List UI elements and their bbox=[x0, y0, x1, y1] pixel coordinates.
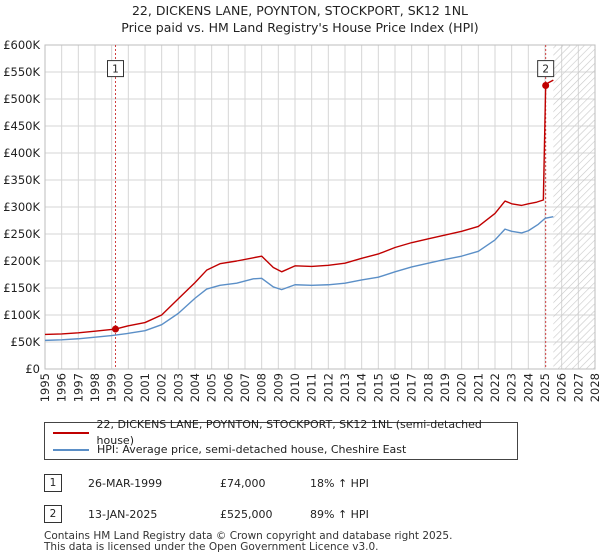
x-tick-label: 2003 bbox=[171, 373, 185, 402]
y-tick-label: £550K bbox=[3, 65, 40, 79]
y-tick-label: £200K bbox=[3, 254, 40, 268]
transaction-number: 1 bbox=[44, 474, 62, 492]
y-tick-label: £0 bbox=[25, 362, 40, 376]
x-tick-label: 2025 bbox=[538, 373, 552, 402]
annotation-box bbox=[107, 60, 124, 78]
x-tick-label: 2018 bbox=[421, 373, 435, 402]
sale-point bbox=[542, 82, 550, 89]
footer-licence: This data is licensed under the Open Gov… bbox=[44, 541, 379, 553]
transaction-price: £525,000 bbox=[220, 508, 273, 521]
x-tick-label: 2019 bbox=[438, 373, 452, 402]
x-tick-label: 2017 bbox=[405, 373, 419, 402]
series-line-hpi bbox=[44, 216, 554, 342]
x-tick-label: 2022 bbox=[488, 373, 502, 402]
x-tick-label: 2000 bbox=[121, 373, 135, 402]
x-tick-label: 2013 bbox=[338, 373, 352, 402]
series-line-property bbox=[44, 79, 554, 336]
x-tick-label: 2016 bbox=[388, 373, 402, 402]
x-tick-label: 2007 bbox=[238, 373, 252, 402]
x-tick-label: 2015 bbox=[371, 373, 385, 402]
x-tick-label: 2008 bbox=[255, 373, 269, 402]
x-tick-label: 2001 bbox=[138, 373, 152, 402]
y-tick-label: £350K bbox=[3, 173, 40, 187]
legend-swatch-hpi bbox=[53, 449, 89, 451]
x-tick-label: 2010 bbox=[288, 373, 302, 402]
x-tick-label: 1999 bbox=[105, 373, 119, 402]
transaction-date: 26-MAR-1999 bbox=[88, 477, 163, 490]
y-tick-label: £100K bbox=[3, 308, 40, 322]
x-tick-label: 2012 bbox=[321, 373, 335, 402]
annotation-label: 1 bbox=[112, 64, 119, 76]
x-tick-label: 2021 bbox=[471, 373, 485, 402]
chart-title: 22, DICKENS LANE, POYNTON, STOCKPORT, SK… bbox=[131, 3, 469, 18]
x-tick-label: 2006 bbox=[221, 373, 235, 402]
footer-copyright: Contains HM Land Registry data © Crown c… bbox=[44, 530, 453, 542]
legend-item-hpi: HPI: Average price, semi-detached house,… bbox=[53, 442, 406, 458]
x-tick-label: 2014 bbox=[355, 373, 369, 402]
transaction-hpi: 18% ↑ HPI bbox=[310, 477, 369, 490]
sale-points bbox=[112, 82, 550, 333]
x-tick-label: 1996 bbox=[55, 373, 69, 402]
legend-item-property: 22, DICKENS LANE, POYNTON, STOCKPORT, SK… bbox=[53, 418, 517, 447]
transaction-date: 13-JAN-2025 bbox=[88, 508, 158, 521]
y-tick-label: £300K bbox=[3, 200, 40, 214]
transaction-row: 2 13-JAN-2025 £525,000 89% ↑ HPI bbox=[44, 505, 444, 525]
x-tick-label: 2023 bbox=[505, 373, 519, 402]
x-tick-label: 2002 bbox=[155, 373, 169, 402]
series-lines bbox=[44, 79, 554, 342]
y-tick-label: £400K bbox=[3, 146, 40, 160]
legend: 22, DICKENS LANE, POYNTON, STOCKPORT, SK… bbox=[44, 418, 518, 460]
x-tick-label: 2009 bbox=[271, 373, 285, 402]
x-tick-label: 2005 bbox=[205, 373, 219, 402]
transaction-hpi: 89% ↑ HPI bbox=[310, 508, 369, 521]
x-tick-label: 1995 bbox=[38, 373, 52, 402]
chart-subtitle: Price paid vs. HM Land Registry's House … bbox=[121, 20, 479, 35]
transaction-price: £74,000 bbox=[220, 477, 266, 490]
y-tick-label: £250K bbox=[3, 227, 40, 241]
annotation-box bbox=[537, 60, 555, 78]
x-tick-label: 2020 bbox=[455, 373, 469, 402]
y-tick-label: £450K bbox=[3, 119, 40, 133]
transaction-row: 1 26-MAR-1999 £74,000 18% ↑ HPI bbox=[44, 474, 444, 494]
y-tick-label: £500K bbox=[3, 92, 40, 106]
legend-label-hpi: HPI: Average price, semi-detached house,… bbox=[97, 443, 407, 456]
x-tick-label: 2024 bbox=[521, 373, 535, 402]
x-tick-labels: 1995 1996 1997 1998 1999 2000 2001 2002 2003 2004… bbox=[38, 373, 600, 402]
legend-label-property: 22, DICKENS LANE, POYNTON, STOCKPORT, SK… bbox=[96, 418, 482, 447]
forecast-hatch bbox=[553, 45, 595, 369]
x-tick-label: 2011 bbox=[305, 373, 319, 402]
x-tick-label: 2026 bbox=[555, 373, 569, 402]
x-tick-label: 2028 bbox=[588, 373, 600, 402]
transaction-number: 2 bbox=[44, 505, 62, 523]
grid-lines bbox=[44, 44, 596, 370]
sale-point bbox=[112, 325, 119, 333]
legend-swatch-property bbox=[53, 432, 89, 434]
x-tick-label: 1997 bbox=[71, 373, 85, 402]
forecast-region bbox=[553, 45, 595, 369]
x-tick-label: 2027 bbox=[571, 373, 585, 402]
annotation-label: 2 bbox=[542, 64, 549, 76]
x-tick-label: 1998 bbox=[88, 373, 102, 402]
y-tick-label: £600K bbox=[3, 38, 40, 52]
y-tick-label: £50K bbox=[11, 335, 41, 349]
chart-title-block: 22, DICKENS LANE, POYNTON, STOCKPORT, SK… bbox=[0, 2, 600, 36]
y-tick-labels: £0 £50K £100K £150K £200K £250K £300K £350K £400… bbox=[3, 38, 40, 376]
x-tick-label: 2004 bbox=[188, 373, 202, 402]
footer: Contains HM Land Registry data © Crown c… bbox=[44, 531, 452, 553]
y-tick-label: £150K bbox=[3, 281, 40, 295]
